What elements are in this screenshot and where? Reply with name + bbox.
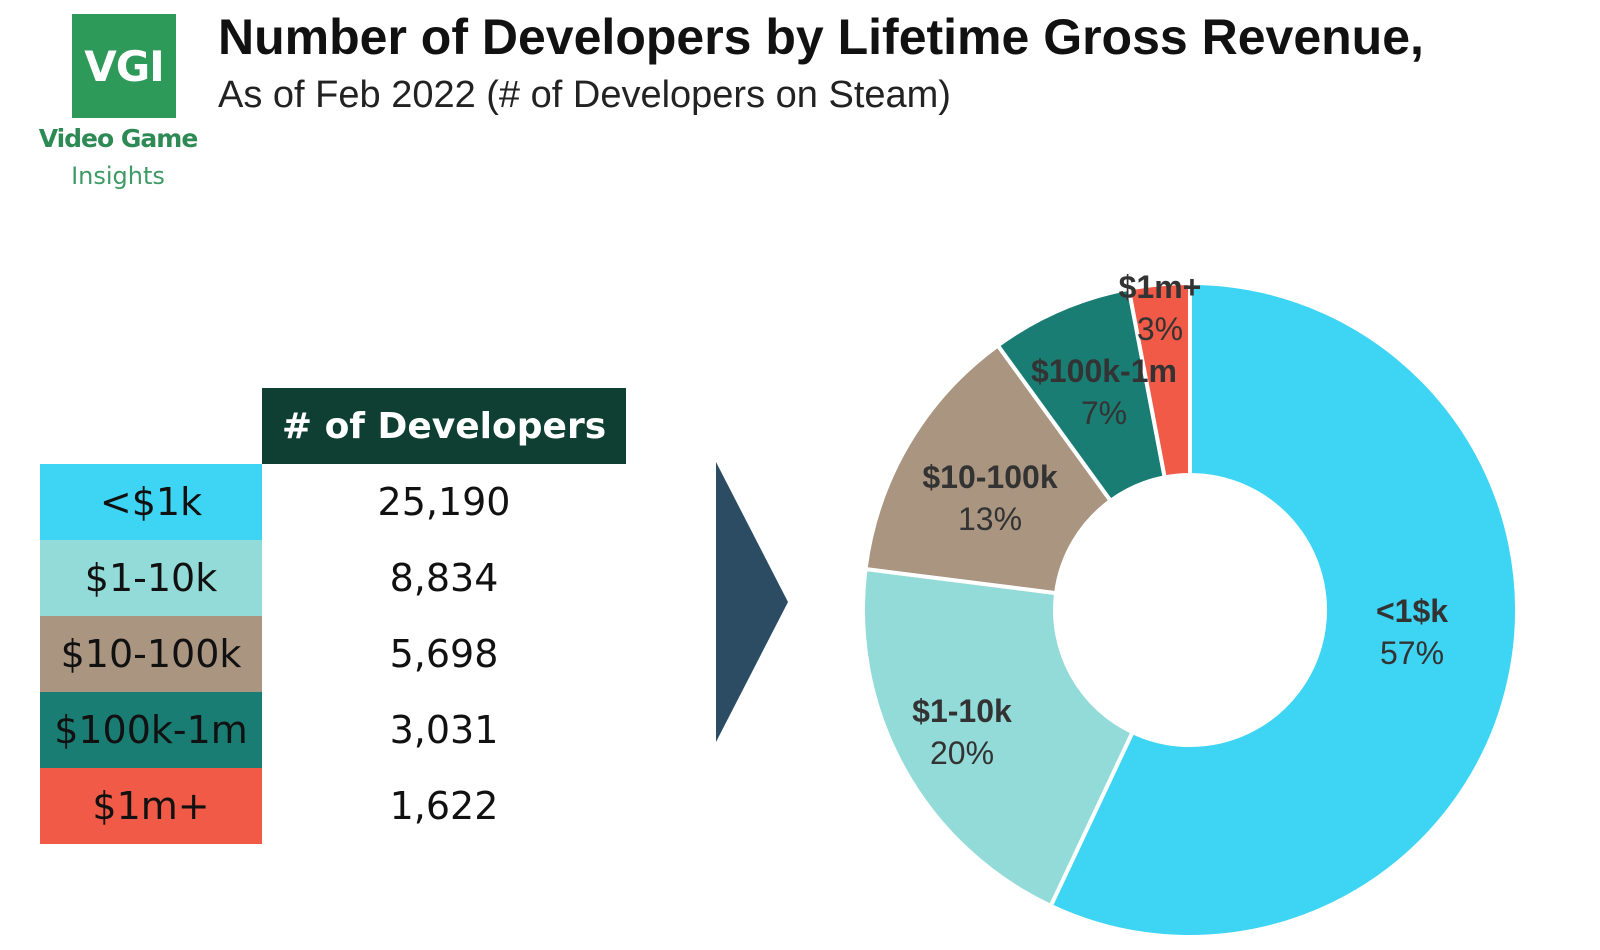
- chart-subtitle: As of Feb 2022 (# of Developers on Steam…: [218, 74, 951, 116]
- table-row: $10-100k 5,698: [40, 616, 628, 692]
- table-row: $1-10k 8,834: [40, 540, 628, 616]
- table-row-category: $1-10k: [40, 540, 262, 616]
- table-row-category: <$1k: [40, 464, 262, 540]
- slice-category-label: $1m+: [1119, 269, 1202, 305]
- table-row: $100k-1m 3,031: [40, 692, 628, 768]
- logo-text-line1: Video Game: [38, 124, 199, 153]
- slice-percent-label: 7%: [1081, 395, 1127, 431]
- chevron-right-icon: [716, 462, 788, 742]
- slice-percent-label: 20%: [930, 735, 994, 771]
- chart-title: Number of Developers by Lifetime Gross R…: [218, 9, 1424, 65]
- slice-category-label: $1-10k: [912, 693, 1012, 729]
- logo-mark: VGI: [72, 14, 176, 118]
- vgi-logo: VGI Video Game Insights: [38, 14, 198, 194]
- table-row-value: 8,834: [389, 556, 499, 600]
- slice-percent-label: 3%: [1137, 311, 1183, 347]
- developer-count-table: <$1k 25,190 $1-10k 8,834 $10-100k 5,698 …: [40, 464, 628, 844]
- table-row-value: 3,031: [389, 708, 499, 752]
- slice-category-label: $10-100k: [922, 459, 1057, 495]
- table-row-category: $100k-1m: [40, 692, 262, 768]
- table-row-value: 5,698: [389, 632, 499, 676]
- donut-slice: [1048, 280, 1519, 939]
- slice-category-label: <1$k: [1376, 593, 1448, 629]
- table-row-value: 25,190: [377, 480, 511, 524]
- developers-column-header: # of Developers: [262, 388, 626, 464]
- logo-text-line2: Insights: [71, 162, 165, 190]
- table-row: $1m+ 1,622: [40, 768, 628, 844]
- table-row-category: $1m+: [40, 768, 262, 844]
- slice-percent-label: 13%: [958, 501, 1022, 537]
- donut-chart: <1$k 57% $1-10k 20% $10-100k 13% $100k-1m 7% $1m…: [861, 269, 1519, 939]
- donut-slice: [861, 566, 1136, 909]
- slice-percent-label: 57%: [1380, 635, 1444, 671]
- slice-category-label: $100k-1m: [1031, 353, 1177, 389]
- table-row-category: $10-100k: [40, 616, 262, 692]
- table-row-value: 1,622: [389, 784, 499, 828]
- donut-slice: [863, 342, 1114, 596]
- table-row: <$1k 25,190: [40, 464, 628, 540]
- donut-slice: [1126, 280, 1192, 480]
